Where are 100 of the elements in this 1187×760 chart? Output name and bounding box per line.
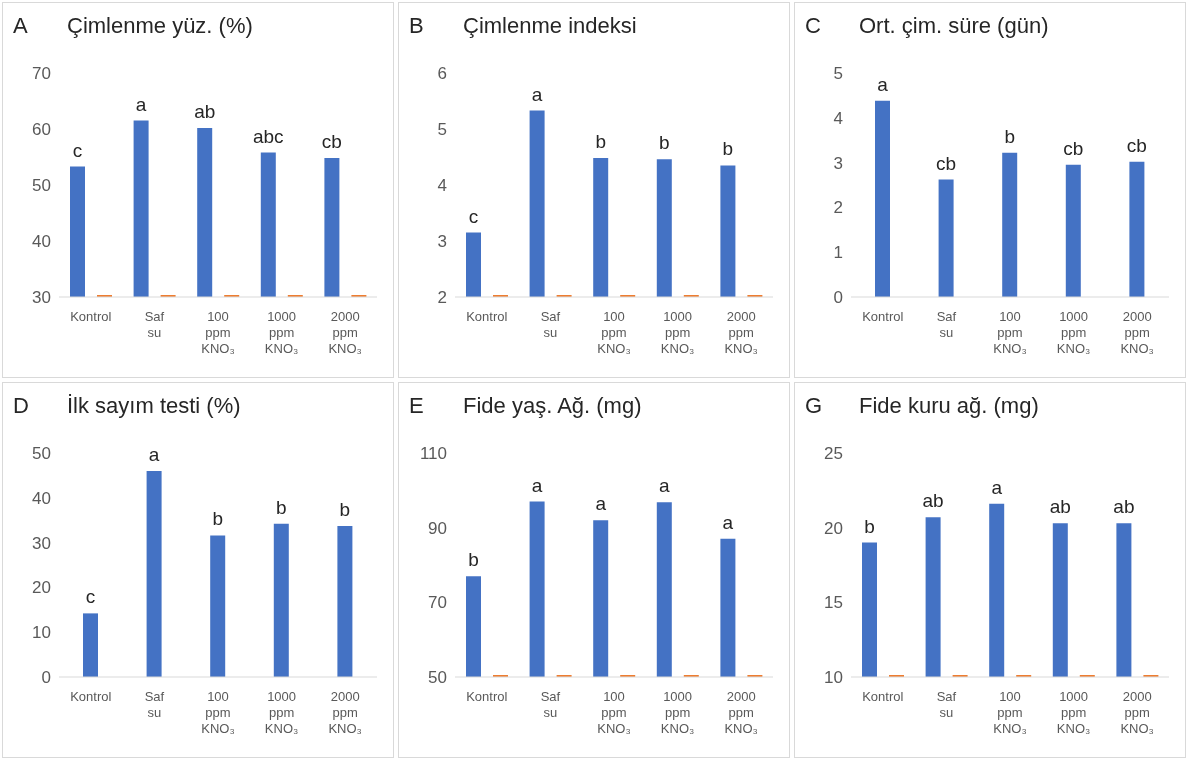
data-label: a	[659, 475, 671, 497]
y-tick-label: 3	[437, 232, 447, 252]
x-tick-label: 1000 ppm KNO₃	[660, 689, 695, 736]
x-tick-label: 100 ppm KNO₃	[993, 309, 1027, 356]
data-label: cb	[936, 152, 957, 174]
data-label: b	[1004, 125, 1015, 147]
y-tick-label: 0	[833, 288, 843, 308]
text: C	[805, 13, 821, 38]
text: G	[805, 393, 823, 418]
x-tick-label: 2000 ppm KNO₃	[724, 309, 758, 356]
x-tick-label: Saf su	[936, 689, 957, 720]
y-tick-label: 50	[32, 176, 51, 196]
y-tick-label: 50	[32, 444, 51, 464]
data-label: b	[276, 496, 287, 518]
y-tick-label: 60	[32, 120, 51, 140]
x-tick-label: 2000 ppm KNO₃	[328, 309, 362, 356]
data-label: c	[468, 205, 479, 227]
text: B	[409, 13, 424, 38]
y-tick-label: 4	[437, 176, 447, 196]
y-tick-label: 0	[41, 668, 51, 688]
y-tick-label: 30	[32, 288, 51, 308]
y-tick-label: 5	[833, 64, 843, 84]
x-tick-label: Kontrol	[862, 689, 904, 704]
y-tick-label: 30	[32, 533, 51, 553]
text: E	[409, 393, 424, 418]
x-tick-label: 2000 ppm KNO₃	[1120, 309, 1154, 356]
text: D	[13, 393, 29, 418]
y-tick-label: 5	[437, 120, 447, 140]
y-tick-label: 4	[833, 108, 843, 128]
data-label: b	[339, 499, 351, 521]
data-label: cb	[1126, 134, 1147, 156]
chart-title: Çimlenme yüz. (%)	[67, 13, 253, 39]
data-label: b	[468, 549, 479, 571]
data-label: b	[864, 515, 875, 537]
x-tick-label: Kontrol	[70, 689, 112, 704]
chart-title: Fide yaş. Ağ. (mg)	[463, 393, 642, 419]
data-label: ab	[922, 490, 944, 512]
data-label: c	[85, 586, 96, 608]
x-tick-label: Saf su	[540, 689, 561, 720]
x-tick-label: Kontrol	[466, 309, 508, 324]
x-tick-label: 100 ppm KNO₃	[597, 689, 631, 736]
chart-title: Fide kuru ağ. (mg)	[859, 393, 1039, 419]
data-label: a	[991, 476, 1003, 498]
data-label: a	[877, 73, 889, 95]
x-tick-label: Saf su	[144, 689, 165, 720]
x-tick-label: Kontrol	[70, 309, 112, 324]
y-tick-label: 40	[32, 488, 51, 508]
x-tick-label: 100 ppm KNO₃	[597, 309, 631, 356]
text: A	[13, 13, 28, 38]
x-tick-label: 2000 ppm KNO₃	[1120, 689, 1154, 736]
y-tick-label: 20	[824, 518, 843, 538]
y-tick-label: 90	[428, 518, 447, 538]
data-label: a	[722, 511, 734, 533]
x-tick-label: 100 ppm KNO₃	[201, 689, 235, 736]
y-tick-label: 110	[419, 444, 447, 464]
y-tick-label: 10	[824, 668, 843, 688]
data-label: a	[135, 93, 147, 115]
chart-title: Ort. çim. süre (gün)	[859, 13, 1049, 39]
data-label: a	[595, 493, 607, 515]
data-label: b	[722, 138, 734, 160]
y-tick-label: 10	[32, 623, 51, 643]
y-tick-label: 20	[32, 578, 51, 598]
data-label: cb	[1063, 137, 1084, 159]
x-tick-label: 2000 ppm KNO₃	[724, 689, 758, 736]
data-label: a	[148, 443, 160, 465]
x-tick-label: Kontrol	[862, 309, 904, 324]
data-label: ab	[1113, 496, 1135, 518]
x-tick-label: 100 ppm KNO₃	[201, 309, 235, 356]
y-tick-label: 70	[32, 64, 51, 84]
y-tick-label: 70	[428, 593, 447, 613]
x-tick-label: 1000 ppm KNO₃	[1056, 689, 1091, 736]
y-tick-label: 2	[437, 288, 447, 308]
x-tick-label: Saf su	[144, 309, 165, 340]
y-tick-label: 15	[824, 593, 843, 613]
data-label: cb	[321, 131, 342, 153]
x-tick-label: Saf su	[540, 309, 561, 340]
chart-title: Çimlenme indeksi	[463, 13, 637, 39]
y-tick-label: 1	[833, 243, 843, 263]
x-tick-label: 100 ppm KNO₃	[993, 689, 1027, 736]
x-tick-label: 2000 ppm KNO₃	[328, 689, 362, 736]
data-label: c	[72, 139, 83, 161]
y-tick-label: 6	[437, 64, 447, 84]
x-tick-label: 1000 ppm KNO₃	[264, 309, 299, 356]
data-label: b	[212, 508, 223, 530]
x-tick-label: 1000 ppm KNO₃	[1056, 309, 1091, 356]
y-tick-label: 2	[833, 198, 843, 218]
x-tick-label: Kontrol	[466, 689, 508, 704]
y-tick-label: 50	[428, 668, 447, 688]
data-label: b	[595, 131, 606, 153]
data-label: b	[659, 132, 670, 154]
chart-title: İlk sayım testi (%)	[67, 393, 241, 419]
y-tick-label: 25	[824, 444, 843, 464]
data-label: ab	[194, 100, 216, 122]
data-label: a	[531, 474, 543, 496]
x-tick-label: 1000 ppm KNO₃	[660, 309, 695, 356]
data-label: ab	[1049, 496, 1071, 518]
x-tick-label: Saf su	[936, 309, 957, 340]
data-label: a	[531, 83, 543, 105]
y-tick-label: 40	[32, 232, 51, 252]
x-tick-label: 1000 ppm KNO₃	[264, 689, 299, 736]
